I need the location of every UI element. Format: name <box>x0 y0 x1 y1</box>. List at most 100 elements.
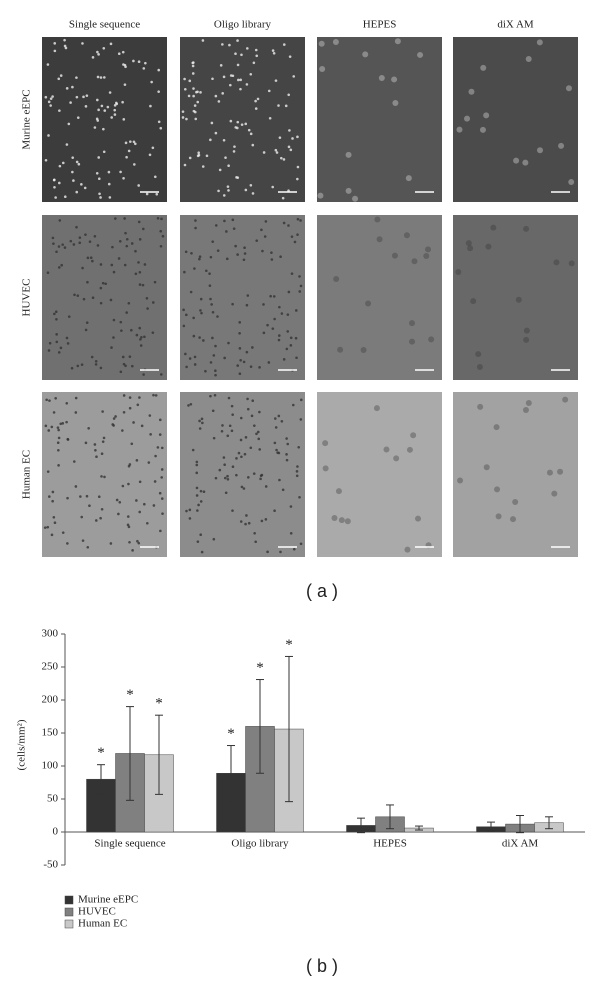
cell <box>52 178 56 182</box>
cell <box>182 308 185 312</box>
cell <box>132 140 136 144</box>
cell <box>251 399 255 403</box>
cell <box>267 89 271 93</box>
cell <box>66 496 69 500</box>
cell <box>129 140 132 143</box>
cell <box>383 446 390 453</box>
cell <box>192 87 195 90</box>
cell <box>262 331 266 335</box>
cell <box>136 539 139 543</box>
cell <box>138 480 142 484</box>
cell <box>58 219 62 222</box>
cell <box>117 512 120 516</box>
micrograph <box>180 392 305 557</box>
cell <box>345 151 352 158</box>
cell <box>319 66 326 73</box>
cell <box>231 302 234 306</box>
cell <box>52 411 56 414</box>
cell <box>138 238 142 241</box>
cell <box>475 351 482 358</box>
cell <box>75 160 79 164</box>
cell <box>249 72 253 76</box>
cell <box>154 394 158 397</box>
cell <box>46 470 50 473</box>
cell <box>46 63 50 66</box>
cell <box>494 486 501 493</box>
cell <box>234 244 237 248</box>
cell <box>238 321 242 324</box>
cell <box>72 460 76 463</box>
cell <box>568 260 575 267</box>
error-bar <box>256 679 264 774</box>
cell <box>236 39 239 42</box>
error-bar <box>155 714 163 795</box>
cell <box>280 420 284 423</box>
cell <box>120 329 123 332</box>
cell <box>110 346 113 349</box>
cell <box>277 104 280 107</box>
cell <box>130 442 134 446</box>
cell <box>299 284 303 288</box>
cell <box>94 363 98 366</box>
cell <box>57 351 61 354</box>
cell <box>107 170 111 174</box>
cell <box>69 239 73 243</box>
cell <box>159 244 163 248</box>
cell <box>193 363 197 366</box>
cell <box>137 220 141 224</box>
cell <box>61 422 65 425</box>
cell <box>294 336 298 340</box>
cell <box>278 478 281 482</box>
cell <box>515 296 522 303</box>
cell <box>141 283 145 287</box>
cell <box>56 426 60 429</box>
cell <box>277 338 281 342</box>
cell <box>65 336 69 340</box>
cell <box>415 515 422 522</box>
cell <box>96 50 99 54</box>
cell <box>212 436 216 440</box>
cell <box>137 261 140 264</box>
cell <box>146 307 149 310</box>
cell <box>568 179 575 186</box>
micrograph <box>180 37 305 202</box>
cell <box>128 406 132 410</box>
cell <box>523 225 530 232</box>
cell <box>199 309 202 312</box>
cell <box>209 138 212 142</box>
cell <box>352 195 359 202</box>
cell <box>192 94 195 98</box>
cell <box>255 54 259 58</box>
cell <box>362 51 369 58</box>
cell <box>470 298 477 305</box>
cell <box>480 64 487 71</box>
cell <box>239 438 243 442</box>
cell <box>523 336 530 343</box>
y-tick-label: 0 <box>53 826 59 838</box>
cell <box>193 355 197 359</box>
cell <box>88 240 92 243</box>
cell <box>128 463 132 466</box>
cell <box>231 413 234 416</box>
cell <box>103 475 106 479</box>
cell <box>196 540 200 543</box>
cell <box>282 158 286 161</box>
cell <box>230 404 234 408</box>
cell <box>240 123 244 126</box>
error-bar <box>126 706 134 801</box>
cell <box>208 272 211 275</box>
cell <box>201 39 205 42</box>
cell <box>264 220 268 223</box>
cell <box>141 227 145 231</box>
cell <box>75 95 79 99</box>
cell <box>66 342 70 345</box>
cell <box>299 542 303 546</box>
cell <box>97 156 101 159</box>
cell <box>193 104 197 107</box>
cell <box>199 297 203 301</box>
error-bar <box>516 815 524 834</box>
cell <box>126 515 130 518</box>
cell <box>80 183 83 186</box>
cell <box>211 77 214 81</box>
cell <box>322 465 329 472</box>
